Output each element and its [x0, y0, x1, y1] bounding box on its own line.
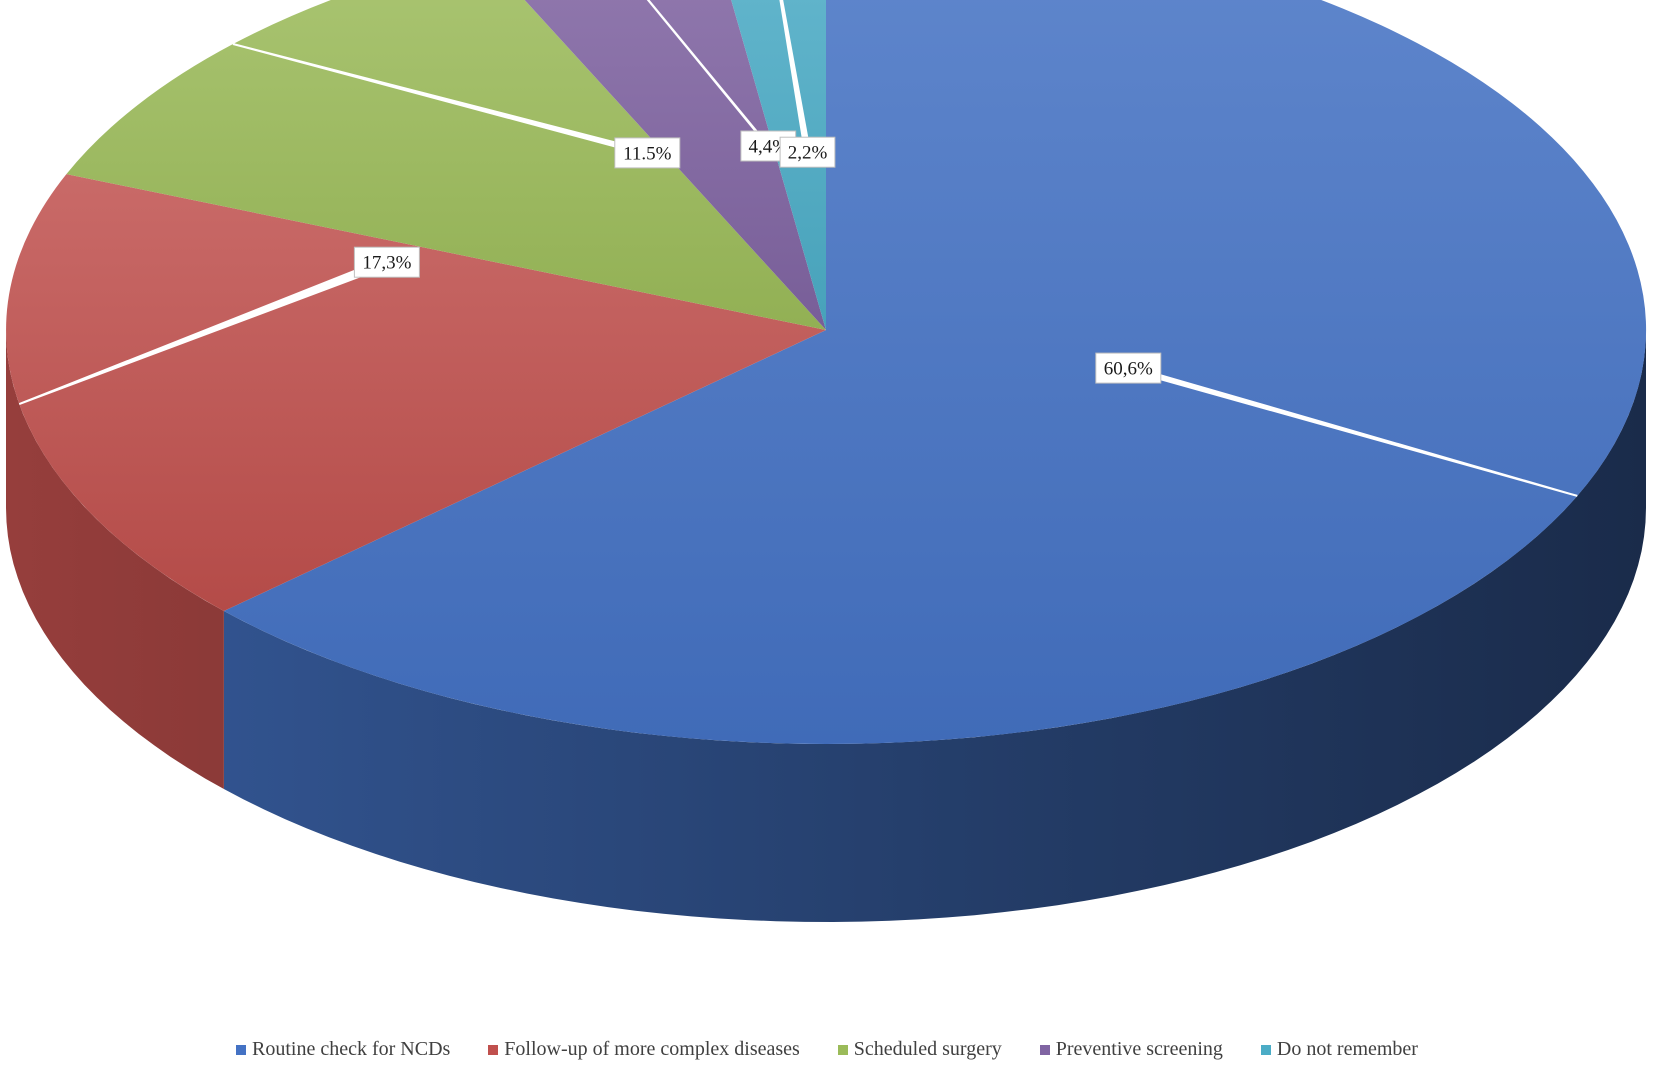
legend-label: Routine check for NCDs	[252, 1038, 451, 1060]
data-label-box-do-not-remember	[779, 136, 836, 168]
data-label-follow-up-of-more-complex-diseases: 17,3%	[362, 253, 411, 274]
data-label-box-follow-up-of-more-complex-diseases	[353, 246, 420, 278]
legend-label: Follow-up of more complex diseases	[504, 1038, 800, 1060]
data-label-box-scheduled-surgery	[614, 137, 681, 169]
pie-side-follow-up-of-more-complex-diseases	[6, 330, 224, 789]
legend-item-follow-up: Follow-up of more complex diseases	[488, 1038, 800, 1061]
pie-chart-canvas: 60,6% 17,3% 11.5% 4,4% 2,2%	[6, 0, 1647, 922]
data-label-scheduled-surgery: 11.5%	[623, 143, 672, 164]
pie-slices	[6, 0, 1647, 744]
pie-sides	[6, 330, 1646, 922]
legend-item-scheduled-surgery: Scheduled surgery	[837, 1038, 1002, 1061]
legend-item-do-not-remember: Do not remember	[1260, 1038, 1418, 1061]
pie-slice-preventive-screening	[524, 0, 826, 330]
legend-item-preventive-screening: Preventive screening	[1039, 1038, 1223, 1061]
data-label-box-routine-check-for-ncds	[1095, 352, 1162, 384]
data-label-do-not-remember: 2,2%	[788, 143, 828, 164]
legend-swatch	[1260, 1044, 1271, 1055]
legend-swatch	[1039, 1044, 1050, 1055]
pie-data-labels: 60,6% 17,3% 11.5% 4,4% 2,2%	[18, 0, 1578, 497]
pie-slice-do-not-remember	[731, 0, 826, 330]
legend-label: Scheduled surgery	[853, 1038, 1002, 1060]
legend-label: Preventive screening	[1055, 1038, 1223, 1060]
legend: Routine check for NCDs Follow-up of more…	[0, 1038, 1654, 1061]
data-label-routine-check-for-ncds: 60,6%	[1104, 359, 1153, 380]
legend-swatch	[236, 1044, 246, 1055]
legend-swatch	[488, 1044, 499, 1055]
pie-slice-follow-up-of-more-complex-diseases	[6, 174, 827, 611]
legend-label: Do not remember	[1276, 1038, 1418, 1060]
pie-side-routine-check-for-ncds	[223, 330, 1646, 922]
legend-swatch	[837, 1044, 848, 1055]
pie-slice-routine-check-for-ncds	[223, 0, 1647, 744]
legend-item-routine-check: Routine check for NCDs	[236, 1038, 450, 1061]
pie-slice-scheduled-surgery	[66, 0, 826, 330]
data-label-preventive-screening: 4,4%	[749, 137, 789, 158]
